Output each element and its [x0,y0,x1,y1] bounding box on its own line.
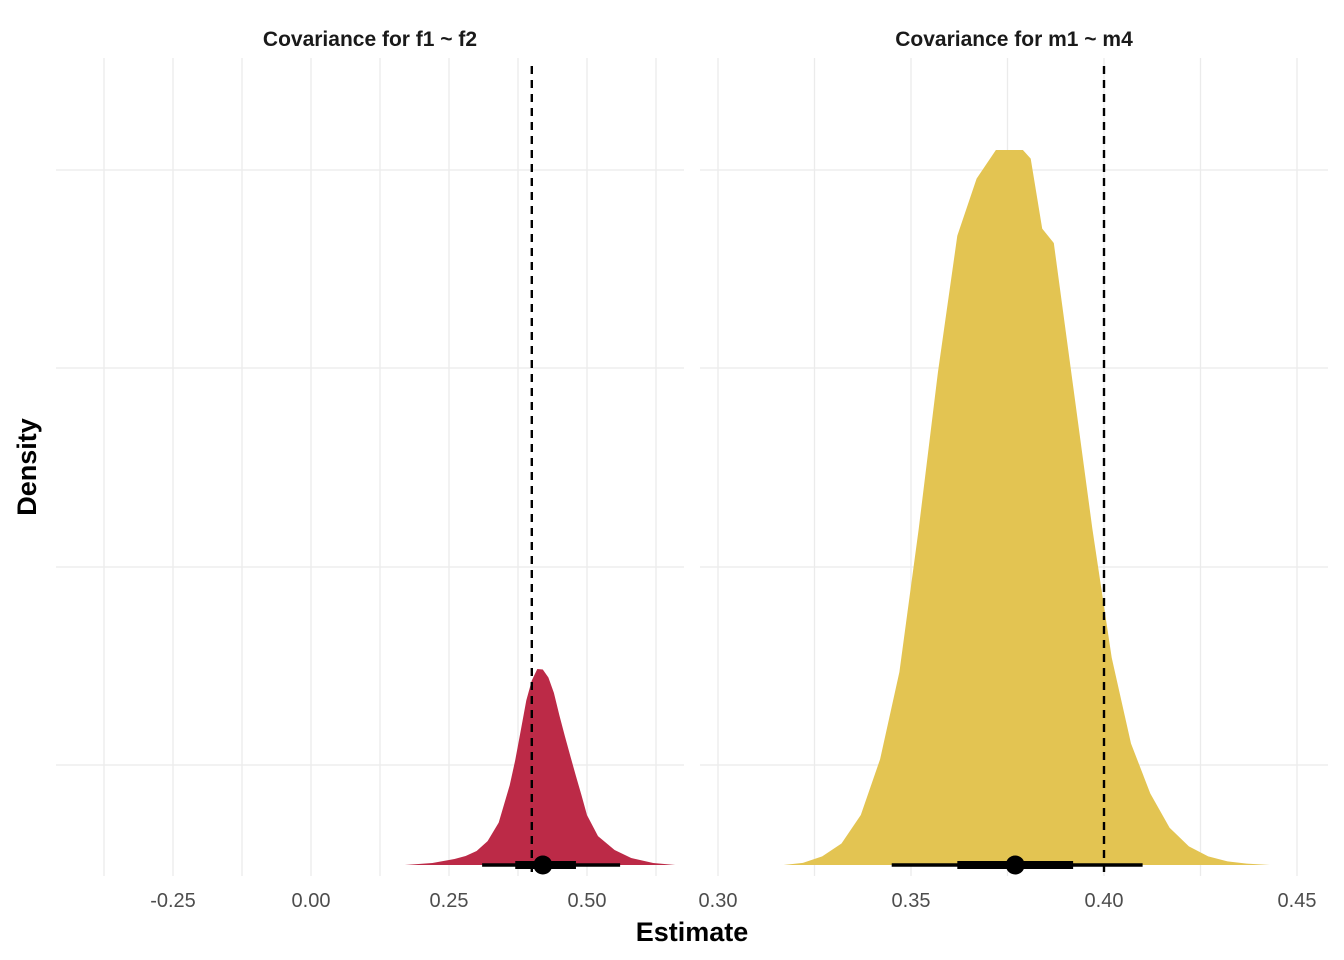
x-tick-label: -0.25 [150,890,196,912]
median-point [533,855,553,875]
x-tick-label: 0.35 [892,890,931,912]
x-tick-label: 0.25 [430,890,469,912]
x-axis-title: Estimate [636,917,749,947]
x-tick-label: 0.40 [1085,890,1124,912]
x-tick-label: 0.50 [568,890,607,912]
panel-title-f1-f2: Covariance for f1 ~ f2 [263,28,477,51]
panel-f1-f2-grid [56,58,684,876]
x-tick-label: 0.30 [699,890,738,912]
panel-f1-f2: Covariance for f1 ~ f2 -0.25 0.00 0.25 0.50 [56,28,684,912]
point-interval-f1-f2 [482,855,621,875]
point-interval-m1-m4 [891,855,1143,875]
median-point [1005,855,1025,875]
x-tick-labels-f1-f2: -0.25 0.00 0.25 0.50 [150,890,606,912]
density-area-f1-f2 [79,669,676,865]
x-tick-label: 0.00 [292,890,331,912]
y-axis-title: Density [12,418,42,516]
panel-title-m1-m4: Covariance for m1 ~ m4 [895,28,1133,51]
x-tick-labels-m1-m4: 0.30 0.35 0.40 0.45 [699,890,1317,912]
density-area-m1-m4 [783,150,1270,865]
panel-m1-m4: Covariance for m1 ~ m4 0.30 0.35 0.40 0.45 [699,28,1328,912]
x-tick-label: 0.45 [1278,890,1317,912]
